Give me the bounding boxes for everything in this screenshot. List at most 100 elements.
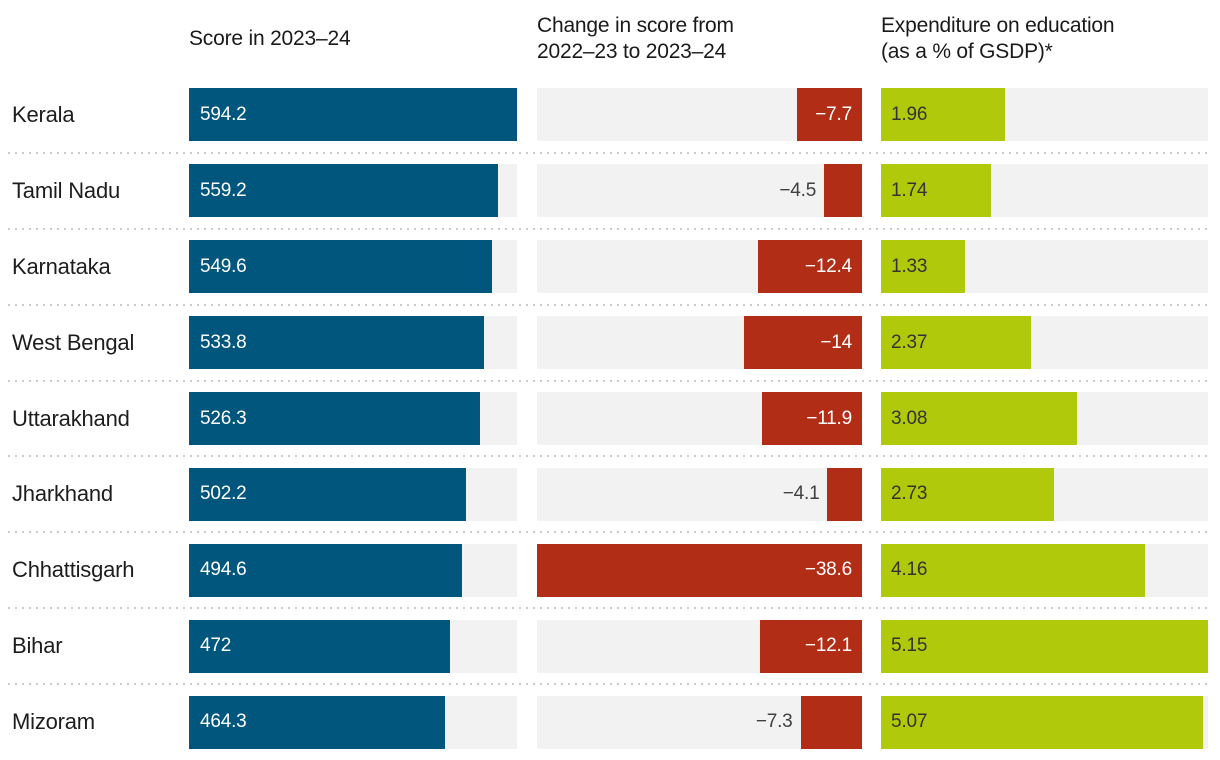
- table-row: Mizoram 464.3 −7.3 −7.3 5.07: [0, 684, 1220, 760]
- expenditure-track: 1.33: [881, 240, 1208, 294]
- table-row: Jharkhand 502.2 −4.1 −4.1 2.73: [0, 456, 1220, 534]
- change-value-inside: −12.1: [804, 635, 852, 657]
- table-row: Bihar 472 −12.1 −12.1 5.15: [0, 608, 1220, 686]
- score-track: 594.2: [189, 88, 517, 142]
- state-label: Karnataka: [12, 253, 111, 279]
- table-row: Uttarakhand 526.3 −11.9 −11.9 3.08: [0, 381, 1220, 458]
- score-track: 549.6: [189, 240, 517, 294]
- change-track: −12.1 −12.1: [537, 619, 862, 673]
- score-track: 502.2: [189, 467, 517, 521]
- expenditure-bar: 2.73: [881, 467, 1055, 521]
- score-value: 533.8: [200, 331, 247, 353]
- change-bar: −7.3: [800, 695, 862, 749]
- expenditure-column-header-line2: (as a % of GSDP)*: [881, 39, 1053, 63]
- expenditure-value: 5.15: [891, 635, 928, 657]
- score-column-header: Score in 2023–24: [189, 26, 351, 50]
- expenditure-value: 3.08: [891, 407, 928, 429]
- score-bar: 549.6: [189, 240, 493, 294]
- table-row: West Bengal 533.8 −14 −14 2.37: [0, 305, 1220, 382]
- expenditure-track: 3.08: [881, 392, 1208, 445]
- expenditure-track: 2.37: [881, 316, 1208, 370]
- score-track: 472: [189, 619, 517, 673]
- chart-rows: Kerala 594.2 −7.7 −7.7 1.96 Tamil Nadu: [0, 77, 1220, 760]
- score-track: 559.2: [189, 164, 517, 218]
- column-headers: Score in 2023–24 Change in score from 20…: [0, 0, 1220, 77]
- change-bar: −4.1: [827, 467, 862, 521]
- expenditure-bar: 4.16: [881, 543, 1146, 597]
- score-value: 594.2: [200, 103, 247, 125]
- change-value-inside: −38.6: [804, 559, 852, 581]
- expenditure-bar: 5.15: [881, 619, 1208, 673]
- change-value-outside: −4.1: [782, 483, 820, 505]
- expenditure-value: 1.33: [891, 255, 928, 277]
- expenditure-bar: 5.07: [881, 695, 1203, 749]
- change-value-inside: −14: [820, 331, 852, 353]
- score-bar: 464.3: [189, 695, 446, 749]
- expenditure-value: 2.73: [891, 483, 928, 505]
- change-bar: −12.4: [757, 240, 862, 294]
- expenditure-value: 1.96: [891, 103, 928, 125]
- expenditure-column-header: Expenditure on education (as a % of GSDP…: [881, 13, 1208, 65]
- change-bar: −14: [744, 316, 862, 370]
- change-column-header: Change in score from 2022–23 to 2023–24: [537, 13, 862, 65]
- state-label: Uttarakhand: [12, 405, 130, 431]
- state-label: Jharkhand: [12, 481, 113, 507]
- expenditure-track: 1.74: [881, 164, 1208, 218]
- table-row: Kerala 594.2 −7.7 −7.7 1.96: [0, 77, 1220, 154]
- score-track: 494.6: [189, 543, 517, 597]
- change-column-header-line2: 2022–23 to 2023–24: [537, 39, 727, 63]
- expenditure-track: 5.07: [881, 695, 1208, 749]
- expenditure-bar: 1.96: [881, 88, 1006, 142]
- score-bar: 533.8: [189, 316, 484, 370]
- score-bar: 472: [189, 619, 450, 673]
- score-value: 526.3: [200, 407, 247, 429]
- score-value: 549.6: [200, 255, 247, 277]
- change-bar: −7.7: [797, 88, 862, 142]
- expenditure-bar: 2.37: [881, 316, 1032, 370]
- state-label: Chhattisgarh: [12, 557, 135, 583]
- change-track: −38.6 −38.6: [537, 543, 862, 597]
- expenditure-value: 5.07: [891, 711, 928, 733]
- score-track: 464.3: [189, 695, 517, 749]
- score-value: 464.3: [200, 711, 247, 733]
- state-label: Kerala: [12, 101, 75, 127]
- expenditure-column-header-line1: Expenditure on education: [881, 13, 1115, 37]
- score-track: 526.3: [189, 392, 517, 445]
- state-label: Mizoram: [12, 709, 95, 735]
- state-label: Tamil Nadu: [12, 177, 121, 203]
- change-bar: −11.9: [761, 392, 862, 445]
- change-track: −7.3 −7.3: [537, 695, 862, 749]
- change-track: −4.1 −4.1: [537, 467, 862, 521]
- table-row: Tamil Nadu 559.2 −4.5 −4.5 1.74: [0, 153, 1220, 230]
- score-bar: 559.2: [189, 164, 498, 218]
- expenditure-bar: 1.33: [881, 240, 966, 294]
- score-bar: 594.2: [189, 88, 517, 142]
- score-value: 559.2: [200, 179, 247, 201]
- expenditure-value: 4.16: [891, 559, 928, 581]
- score-track: 533.8: [189, 316, 517, 370]
- expenditure-track: 4.16: [881, 543, 1208, 597]
- expenditure-value: 2.37: [891, 331, 928, 353]
- change-value-inside: −7.7: [815, 103, 852, 125]
- expenditure-bar: 1.74: [881, 164, 992, 218]
- change-track: −11.9 −11.9: [537, 392, 862, 445]
- change-bar: −38.6: [537, 543, 862, 597]
- change-value-outside: −7.3: [755, 711, 793, 733]
- change-value-outside: −4.5: [779, 179, 817, 201]
- score-value: 472: [200, 635, 232, 657]
- expenditure-track: 5.15: [881, 619, 1208, 673]
- change-track: −7.7 −7.7: [537, 88, 862, 142]
- score-value: 502.2: [200, 483, 247, 505]
- score-bar: 526.3: [189, 392, 480, 445]
- state-label: West Bengal: [12, 329, 135, 355]
- change-track: −14 −14: [537, 316, 862, 370]
- table-row: Karnataka 549.6 −12.4 −12.4 1.33: [0, 229, 1220, 306]
- change-track: −12.4 −12.4: [537, 240, 862, 294]
- change-track: −4.5 −4.5: [537, 164, 862, 218]
- change-bar: −4.5: [824, 164, 862, 218]
- change-value-inside: −11.9: [806, 407, 852, 429]
- change-bar: −12.1: [760, 619, 862, 673]
- table-row: Chhattisgarh 494.6 −38.6 −38.6 4.16: [0, 532, 1220, 610]
- change-column-header-line1: Change in score from: [537, 13, 734, 37]
